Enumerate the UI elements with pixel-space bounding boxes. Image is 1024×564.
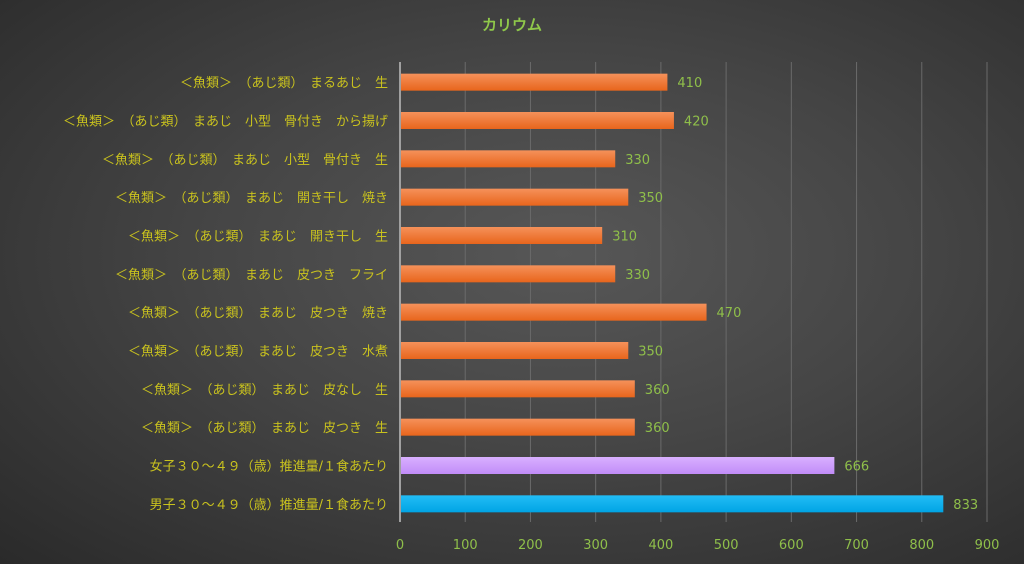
bar [400, 73, 668, 91]
chart-title: カリウム [482, 16, 542, 34]
category-label: ＜魚類＞ （あじ類） まあじ 小型 骨付き から揚げ [63, 114, 388, 130]
data-label: 410 [677, 76, 702, 91]
data-label: 833 [953, 498, 978, 513]
bar [400, 188, 629, 206]
x-tick-label: 300 [583, 538, 608, 553]
x-tick-label: 800 [909, 538, 934, 553]
x-tick-label: 600 [779, 538, 804, 553]
x-tick-label: 400 [648, 538, 673, 553]
data-label: 330 [625, 153, 650, 168]
bar [400, 227, 603, 244]
category-label: ＜魚類＞ （あじ類） まあじ 皮つき 生 [141, 421, 388, 436]
category-label: ＜魚類＞ （あじ類） まあじ 皮なし 生 [141, 383, 388, 398]
x-tick-label: 500 [714, 538, 739, 553]
category-label: ＜魚類＞ （あじ類） まあじ 皮つき 水煮 [128, 345, 388, 360]
category-label: ＜魚類＞ （あじ類） まあじ 小型 骨付き 生 [102, 153, 388, 168]
bar [400, 380, 635, 398]
category-label: 男子３０～４９（歳）推進量/１食あたり [150, 497, 388, 513]
data-label: 470 [717, 306, 742, 321]
data-label: 360 [645, 421, 670, 436]
category-label: ＜魚類＞ （あじ類） まあじ 開き干し 焼き [115, 191, 388, 206]
bar [400, 150, 616, 168]
data-label: 310 [612, 230, 637, 245]
x-tick-label: 0 [396, 538, 404, 553]
data-label: 350 [638, 191, 663, 206]
bar [400, 418, 635, 436]
data-label: 666 [844, 460, 869, 475]
bar [400, 303, 707, 321]
category-label: 女子３０～４９（歳）推進量/１食あたり [150, 459, 388, 475]
category-label: ＜魚類＞ （あじ類） まあじ 皮つき フライ [115, 268, 388, 283]
category-label: ＜魚類＞ （あじ類） まあじ 皮つき 焼き [128, 306, 388, 321]
category-label: ＜魚類＞ （あじ類） まあじ 開き干し 生 [128, 230, 388, 245]
x-tick-label: 100 [453, 538, 478, 553]
bar [400, 112, 674, 129]
x-tick-label: 200 [518, 538, 543, 553]
data-label: 420 [684, 115, 709, 130]
bar [400, 342, 629, 359]
x-tick-label: 700 [844, 538, 869, 553]
data-label: 360 [645, 383, 670, 398]
data-label: 330 [625, 268, 650, 283]
data-label: 350 [638, 345, 663, 360]
bar [400, 265, 616, 283]
x-tick-label: 900 [975, 538, 1000, 553]
bar [400, 457, 835, 474]
bar [400, 495, 944, 513]
category-label: ＜魚類＞ （あじ類） まるあじ 生 [180, 76, 388, 91]
